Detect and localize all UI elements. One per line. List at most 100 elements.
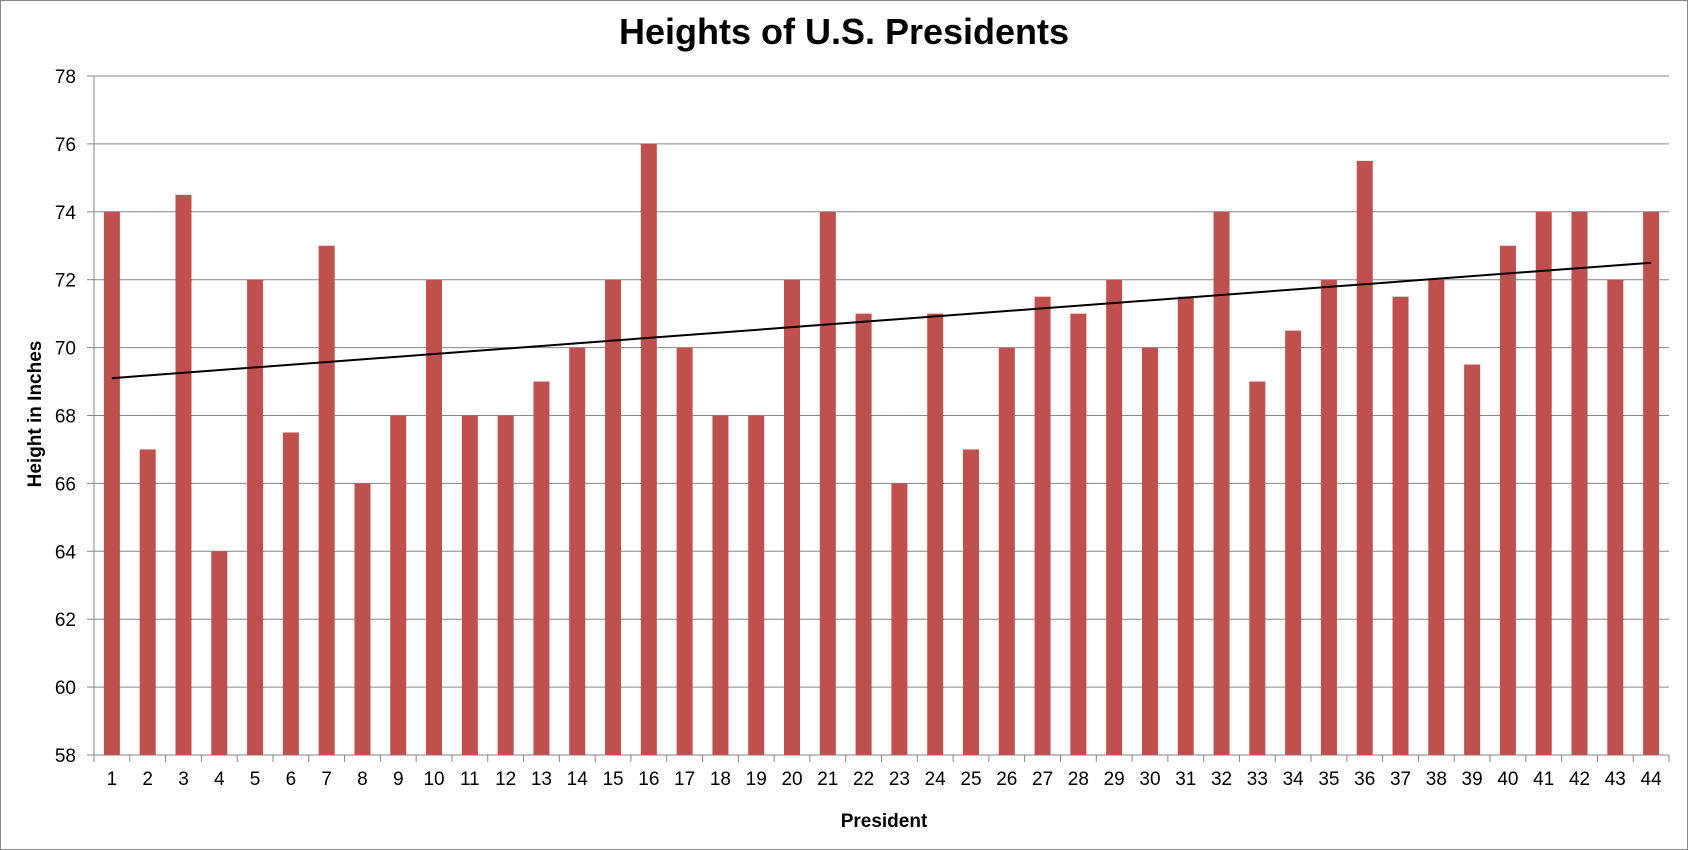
- x-tick-label: 23: [889, 769, 910, 790]
- x-tick-label: 30: [1139, 769, 1160, 790]
- x-tick-label: 10: [423, 769, 444, 790]
- x-tick-label: 32: [1211, 769, 1232, 790]
- x-tick-label: 31: [1175, 769, 1196, 790]
- x-tick-label: 42: [1569, 769, 1590, 790]
- x-tick-label: 39: [1462, 769, 1483, 790]
- x-tick-label: 43: [1605, 769, 1626, 790]
- bar: [569, 347, 586, 755]
- y-tick-label: 76: [55, 135, 76, 156]
- x-tick-label: 2: [142, 769, 153, 790]
- x-tick-label: 40: [1497, 769, 1518, 790]
- x-tick-label: 27: [1032, 769, 1053, 790]
- x-tick-label: 9: [393, 769, 404, 790]
- bar: [1607, 279, 1624, 755]
- bar: [998, 347, 1015, 755]
- bar: [1428, 279, 1445, 755]
- bar: [1249, 381, 1266, 755]
- bar: [139, 449, 156, 755]
- x-tick-label: 6: [286, 769, 297, 790]
- bar: [927, 313, 944, 755]
- x-tick-label: 29: [1104, 769, 1125, 790]
- bar: [461, 415, 478, 755]
- bar: [676, 347, 693, 755]
- bar: [533, 381, 550, 755]
- x-tick-label: 35: [1318, 769, 1339, 790]
- bar: [354, 483, 371, 755]
- x-tick-label: 25: [960, 769, 981, 790]
- bar: [640, 143, 657, 755]
- bar: [748, 415, 765, 755]
- x-tick-label: 12: [495, 769, 516, 790]
- x-tick-label: 17: [674, 769, 695, 790]
- y-tick-label: 72: [55, 271, 76, 292]
- x-tick-label: 13: [531, 769, 552, 790]
- x-tick-label: 41: [1533, 769, 1554, 790]
- bar: [1106, 279, 1123, 755]
- x-tick-label: 33: [1247, 769, 1268, 790]
- x-tick-label: 16: [638, 769, 659, 790]
- x-tick-label: 7: [321, 769, 332, 790]
- bar: [784, 279, 801, 755]
- bar: [1141, 347, 1158, 755]
- y-tick-label: 62: [55, 610, 76, 631]
- bar: [1320, 279, 1337, 755]
- bar: [211, 551, 228, 755]
- x-tick-label: 11: [460, 769, 480, 790]
- bar: [855, 313, 872, 755]
- x-tick-label: 5: [250, 769, 261, 790]
- x-tick-label: 4: [214, 769, 225, 790]
- x-tick-label: 22: [853, 769, 874, 790]
- y-tick-label: 78: [55, 67, 76, 88]
- bar: [712, 415, 729, 755]
- x-tick-label: 36: [1354, 769, 1375, 790]
- bar: [175, 194, 192, 755]
- x-tick-label: 21: [817, 769, 838, 790]
- x-tick-label: 1: [107, 769, 118, 790]
- bar: [1392, 296, 1409, 755]
- x-axis-title: President: [841, 811, 928, 832]
- x-tick-label: 44: [1641, 769, 1663, 790]
- y-tick-label: 74: [55, 203, 77, 224]
- x-tick-label: 24: [925, 769, 947, 790]
- bar: [1643, 211, 1660, 756]
- bar: [962, 449, 979, 755]
- x-tick-label: 15: [602, 769, 623, 790]
- x-tick-label: 14: [567, 769, 589, 790]
- bar: [1535, 211, 1552, 756]
- bar: [1571, 211, 1588, 756]
- bar: [1356, 160, 1373, 755]
- bar: [318, 245, 335, 755]
- y-tick-label: 68: [55, 407, 76, 428]
- bar: [1499, 245, 1516, 755]
- bar-series: [103, 143, 1660, 756]
- x-tick-label: 8: [357, 769, 368, 790]
- bar: [1464, 364, 1481, 755]
- chart-title: Heights of U.S. Presidents: [619, 11, 1069, 52]
- bar: [390, 415, 407, 755]
- x-tick-label: 37: [1390, 769, 1411, 790]
- trendline-layer: [111, 261, 1652, 380]
- bar: [426, 279, 443, 755]
- x-axis-tick-labels: 1 2 3 4 5 6 7 8 9 10 11 12 13 14 15 16 17 18 19 20 21 22 23 24 2…: [107, 769, 1662, 790]
- y-axis-tick-labels: 58 60 62 64 66 68 70 72 74 76 78: [55, 67, 77, 767]
- y-tick-label: 58: [55, 746, 76, 767]
- x-tick-label: 26: [996, 769, 1017, 790]
- bar: [247, 279, 264, 755]
- bar: [103, 211, 120, 756]
- bar: [1177, 296, 1194, 755]
- x-tick-label: 18: [710, 769, 731, 790]
- y-tick-label: 60: [55, 678, 76, 699]
- y-tick-label: 64: [55, 542, 77, 563]
- y-axis-title: Height in Inches: [25, 341, 46, 488]
- x-tick-label: 28: [1068, 769, 1089, 790]
- x-tick-label: 19: [746, 769, 767, 790]
- x-tick-label: 34: [1283, 769, 1305, 790]
- x-tick-label: 3: [178, 769, 189, 790]
- bar: [1070, 313, 1087, 755]
- x-tick-label: 20: [781, 769, 802, 790]
- bar: [282, 432, 299, 755]
- bar: [497, 415, 514, 755]
- bar: [891, 483, 908, 755]
